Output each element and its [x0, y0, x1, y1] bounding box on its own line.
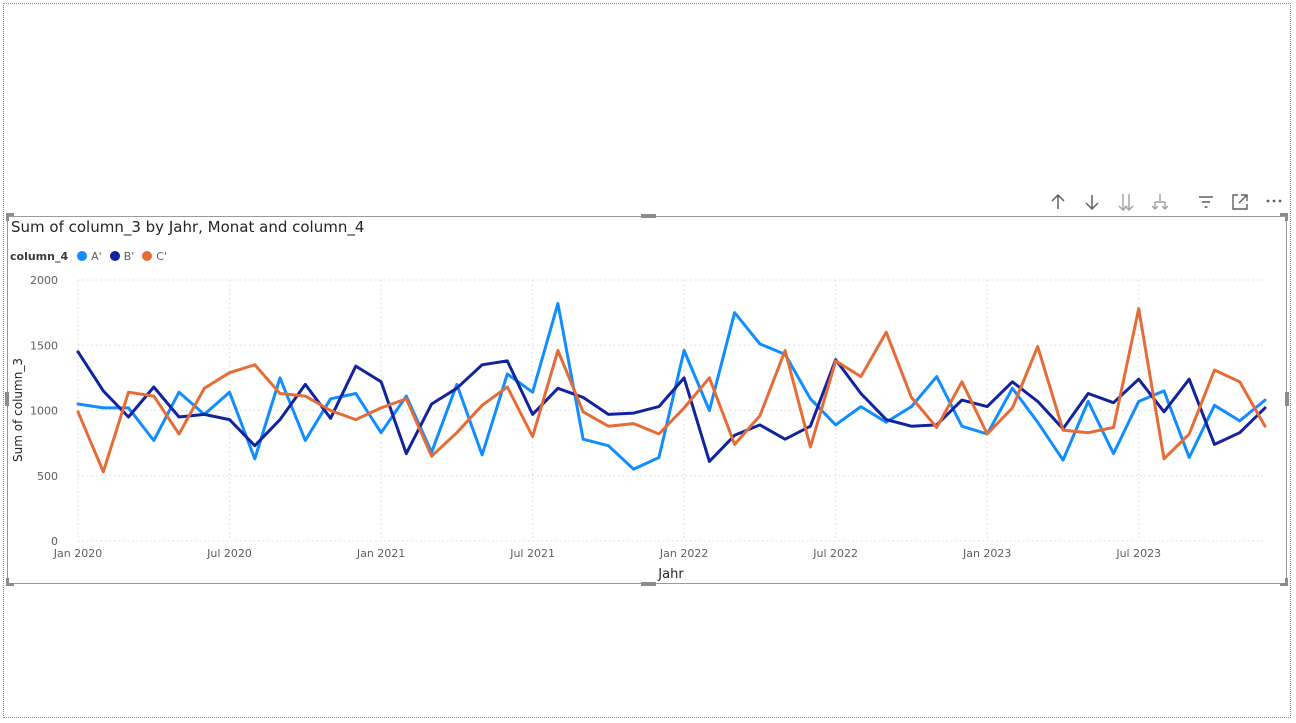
legend-marker-b — [109, 251, 120, 261]
legend-marker-a — [77, 251, 88, 261]
report-canvas-border — [3, 3, 1291, 718]
resize-handle-top[interactable] — [641, 214, 656, 218]
y-tick-label: 0 — [51, 535, 58, 548]
x-axis-title: Jahr — [657, 567, 684, 582]
resize-handle-bottom-left-v[interactable] — [6, 578, 9, 586]
legend-item-a[interactable]: A' — [77, 250, 102, 263]
legend-title: column_4 — [10, 249, 69, 263]
x-tick-label: Jan 2023 — [962, 547, 1011, 560]
double-arrow-down-icon[interactable] — [1114, 190, 1138, 214]
resize-handle-bottom-left[interactable] — [6, 583, 14, 586]
y-axis-ticks: 0 500 1000 1500 2000 — [30, 274, 58, 548]
x-axis-ticks: Jan 2020 Jul 2020 Jan 2021 Jul 2021 Jan 2022… — [53, 547, 1161, 560]
legend-item-c[interactable]: C' — [142, 250, 167, 263]
y-axis-title: Sum of column_3 — [11, 358, 25, 462]
x-tick-label: Jul 2022 — [812, 547, 858, 560]
resize-handle-right[interactable] — [1285, 392, 1289, 406]
focus-mode-icon[interactable] — [1228, 190, 1252, 214]
expand-hierarchy-icon[interactable] — [1148, 190, 1172, 214]
resize-handle-bottom[interactable] — [641, 582, 656, 586]
legend-label-a: A' — [91, 249, 102, 263]
x-tick-label: Jul 2020 — [206, 547, 252, 560]
legend-label-c: C' — [156, 249, 167, 263]
resize-handle-left[interactable] — [5, 392, 9, 406]
resize-handle-top-left-v[interactable] — [6, 213, 9, 221]
legend-item-b[interactable]: B' — [109, 249, 135, 263]
series-line-b — [76, 350, 1267, 463]
x-tick-label: Jul 2023 — [1115, 547, 1161, 560]
resize-handle-top-right[interactable] — [1280, 213, 1288, 216]
x-tick-label: Jan 2020 — [53, 547, 102, 560]
resize-handle-bottom-right[interactable] — [1280, 583, 1288, 586]
resize-handle-top-right-v[interactable] — [1285, 213, 1288, 221]
series-line-c — [76, 307, 1267, 474]
y-tick-label: 500 — [37, 470, 58, 483]
y-tick-label: 1000 — [30, 405, 58, 418]
filter-icon[interactable] — [1194, 190, 1218, 214]
arrow-down-icon[interactable] — [1080, 190, 1104, 214]
x-tick-label: Jan 2021 — [356, 547, 405, 560]
x-tick-label: Jan 2022 — [659, 547, 708, 560]
legend-label-b: B' — [123, 249, 135, 263]
visual-header-toolbar — [1044, 190, 1290, 214]
resize-handle-top-left[interactable] — [6, 213, 14, 216]
chart-legend: column_4 A' B' C' — [10, 249, 175, 263]
x-tick-label: Jul 2021 — [509, 547, 555, 560]
resize-handle-bottom-right-v[interactable] — [1285, 578, 1288, 586]
series-lines — [76, 302, 1267, 474]
more-options-icon[interactable] — [1262, 190, 1286, 214]
arrow-up-icon[interactable] — [1046, 190, 1070, 214]
chart-title: Sum of column_3 by Jahr, Monat and colum… — [11, 218, 365, 236]
legend-marker-c — [142, 251, 153, 261]
series-line-a — [76, 302, 1267, 471]
y-tick-label: 1500 — [30, 339, 58, 352]
y-tick-label: 2000 — [30, 274, 58, 287]
